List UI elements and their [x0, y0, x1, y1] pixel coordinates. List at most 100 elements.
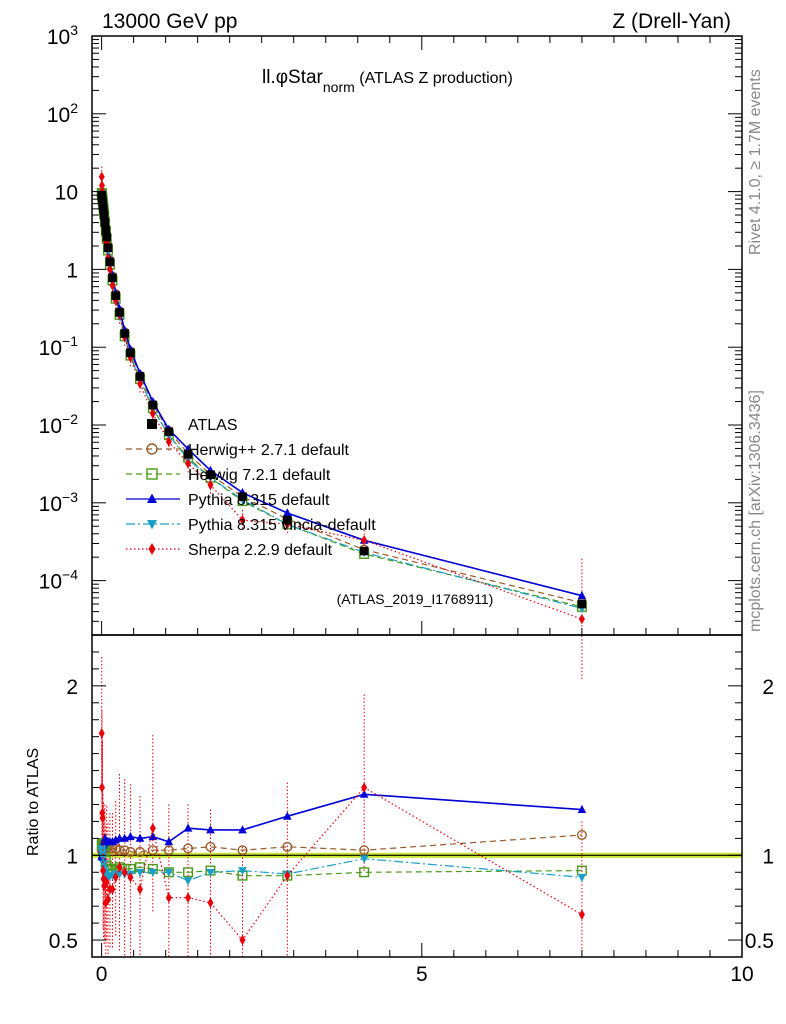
sherpa-2-2-9-default-ratio-point: [137, 884, 144, 895]
y-tick-label: 10: [55, 182, 78, 205]
pythia-8-315-vincia-default-ratio-point: [206, 868, 215, 877]
sherpa-2-2-9-default-point: [207, 479, 214, 491]
header-left: 13000 GeV pp: [102, 10, 237, 33]
atlas-point: [115, 308, 124, 317]
atlas-point: [101, 225, 111, 235]
pythia-8-315-default-ratio-point: [135, 833, 145, 842]
sherpa-2-2-9-default-ratio-point: [100, 865, 107, 876]
ratio-y-tick-label-right: 1: [762, 845, 774, 868]
atlas-point: [148, 400, 158, 410]
sherpa-2-2-9-default-point: [149, 408, 156, 419]
sherpa-2-2-9-default-ratio-point: [121, 867, 128, 878]
pythia-8-315-default-ratio-point: [148, 831, 158, 841]
legend-marker-sherpa-2-2-9-default: [148, 543, 156, 555]
sherpa-2-2-9-default-point: [98, 180, 106, 191]
sherpa-2-2-9-default-point: [361, 535, 368, 546]
sherpa-2-2-9-default-ratio-point: [104, 894, 112, 905]
atlas-point: [577, 599, 587, 609]
plot-labels: 13000 GeV pp Z (Drell-Yan) Rivet 4.1.0, …: [102, 10, 764, 632]
herwig-2-7-1-default-ratio-point: [135, 846, 146, 857]
atlas-point: [102, 232, 112, 242]
sherpa-2-2-9-default-ratio-point: [578, 909, 585, 920]
x-tick-label: 0: [96, 963, 108, 986]
sherpa-2-2-9-default-ratio-point: [207, 897, 214, 908]
ratio-y-tick-label: 2: [66, 676, 78, 699]
atlas-point: [98, 201, 108, 210]
atlas-point: [99, 205, 108, 215]
sherpa-2-2-9-default-point: [137, 378, 144, 389]
y-tick-label: 10−1: [39, 333, 79, 360]
ratio-y-tick-label-right: 0.5: [745, 930, 774, 953]
sherpa-2-2-9-default-ratio-point: [98, 782, 106, 793]
pythia-8-315-default-ratio-point: [164, 837, 174, 846]
legend-label-sherpa-2-2-9-default: Sherpa 2.2.9 default: [188, 542, 333, 559]
pythia-8-315-default-ratio-point: [206, 825, 215, 834]
x-tick-label: 10: [730, 963, 753, 986]
sherpa-2-2-9-default-ratio-line: [101, 733, 583, 942]
atlas-point: [103, 243, 113, 253]
sherpa-2-2-9-default-ratio-point: [127, 872, 134, 883]
sherpa-2-2-9-default-point: [578, 613, 585, 625]
pythia-8-315-default-ratio-point: [283, 811, 292, 820]
legend-marker-pythia-8-315-default: [147, 493, 157, 503]
y-tick-label: 102: [47, 100, 78, 127]
sherpa-2-2-9-default-point: [165, 436, 172, 447]
rivet-version-label: Rivet 4.1.0, ≥ 1.7M events: [747, 69, 764, 255]
legend: ATLAS Herwig++ 2.7.1 default Herwig 7.2.1 …: [126, 417, 376, 559]
legend-marker-atlas: [147, 419, 157, 429]
atlas-point: [126, 348, 135, 358]
ratio-frame: [91, 634, 743, 958]
ratio-y-tick-label: 1: [66, 845, 78, 868]
atlas-point: [111, 291, 120, 300]
herwig-2-7-1-default-ratio-point: [237, 845, 248, 856]
pythia-8-315-default-ratio-point: [183, 823, 193, 832]
atlas-point: [105, 257, 115, 267]
legend-label-herwig-7-2-1-default: Herwig 7.2.1 default: [188, 467, 331, 484]
pythia-8-315-default-ratio-point: [359, 789, 369, 798]
header-right: Z (Drell-Yan): [612, 10, 731, 33]
sherpa-2-2-9-default-ratio-point: [239, 934, 246, 946]
legend-label-pythia-8-315-vincia-default: Pythia 8.315 vincia-default: [188, 517, 376, 534]
herwig-2-7-1-default-ratio-point: [359, 845, 370, 856]
pythia-8-315-vincia-default-ratio-point: [577, 873, 587, 883]
x-tick-label: 5: [416, 963, 428, 986]
ratio-panel: 0.5 0.5 1 1 2 2 0 5 10 Ratio to ATLAS: [25, 634, 774, 986]
legend-marker-pythia-8-315-vincia-default: [147, 520, 157, 530]
herwig-2-7-1-default-ratio-point: [125, 846, 136, 857]
sherpa-2-2-9-default-ratio-point: [109, 884, 116, 895]
legend-label-herwig-2-7-1-default: Herwig++ 2.7.1 default: [188, 442, 350, 459]
sherpa-2-2-9-default-point: [239, 514, 246, 526]
pythia-8-315-default-ratio-point: [577, 804, 587, 813]
sherpa-2-2-9-default-ratio-point: [361, 782, 368, 793]
pythia-8-315-vincia-default-ratio-point: [135, 868, 145, 877]
legend-label-atlas: ATLAS: [188, 417, 238, 434]
herwig-2-7-1-default-ratio-point: [147, 845, 158, 856]
sherpa-2-2-9-default-point: [103, 237, 110, 248]
herwig-7-2-1-default-ratio-point: [183, 867, 194, 878]
legend-marker-herwig-7-2-1-default: [146, 468, 158, 480]
y-tick-label: 10−4: [39, 567, 79, 594]
pythia-8-315-vincia-default-ratio-point: [148, 868, 158, 877]
atlas-point: [238, 492, 247, 501]
pythia-8-315-vincia-default-ratio-point: [99, 860, 108, 869]
pythia-8-315-vincia-default-ratio-point: [164, 868, 174, 877]
pythia-8-315-default-ratio-point: [126, 831, 135, 841]
y-tick-label: 1: [66, 259, 78, 282]
pythia-8-315-default-point: [577, 590, 587, 600]
herwig-2-7-1-default-ratio-point: [114, 845, 125, 856]
sherpa-2-2-9-default-point: [185, 458, 192, 469]
pythia-8-315-default-point: [283, 508, 292, 517]
herwig-2-7-1-default-ratio-point: [576, 829, 587, 840]
atlas-point: [283, 515, 292, 525]
pythia-8-315-vincia-default-ratio-point: [359, 855, 369, 864]
y-tick-label: 103: [47, 22, 78, 49]
sherpa-2-2-9-default-ratio-point: [99, 812, 106, 824]
analysis-label: (ATLAS_2019_I1768911): [337, 591, 494, 607]
herwig-2-7-1-default-ratio-point: [183, 843, 194, 854]
atlas-point: [108, 273, 117, 283]
y-tick-label: 10−3: [39, 489, 79, 516]
sherpa-2-2-9-default-line: [101, 176, 583, 620]
herwig-2-7-1-default-ratio-point: [282, 841, 293, 852]
atlas-point: [135, 372, 145, 381]
